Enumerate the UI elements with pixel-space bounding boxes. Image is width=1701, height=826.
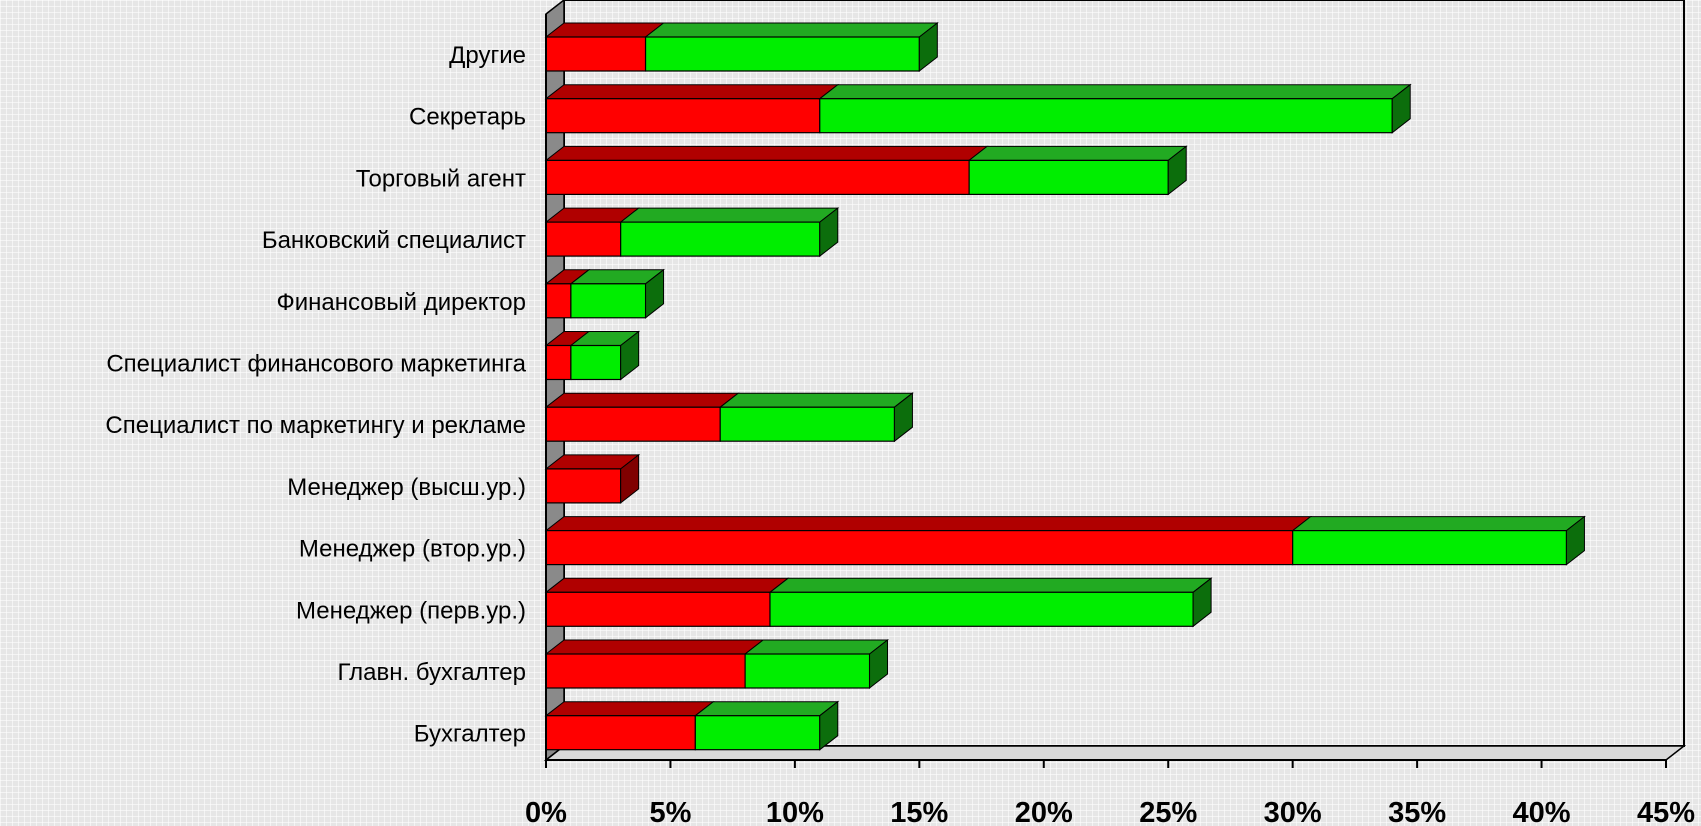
x-tick-label: 20%: [1015, 797, 1073, 826]
bar-segment: [1292, 529, 1568, 566]
bar-top: [544, 701, 715, 717]
x-tick-label: 30%: [1264, 797, 1322, 826]
bar-side: [645, 268, 665, 319]
category-label: Главн. бухгалтер: [337, 659, 526, 686]
bar-segment: [545, 406, 721, 442]
bar-segment: [545, 344, 572, 381]
bar-side: [620, 453, 640, 504]
bar-side: [1565, 515, 1585, 566]
bar-top: [619, 207, 840, 223]
category-label: Другие: [449, 42, 526, 69]
bar-top: [544, 639, 765, 655]
category-label: Торговый агент: [356, 165, 526, 192]
category-label: Секретарь: [409, 104, 526, 131]
category-label: Специалист финансового маркетинга: [106, 351, 526, 378]
x-tick-label: 0%: [525, 797, 567, 826]
category-label: Менеджер (втор.ур.): [299, 536, 526, 563]
bar-top: [743, 639, 890, 655]
category-label: Банковский специалист: [262, 227, 526, 254]
bar-top: [544, 145, 989, 161]
x-tick-label: 25%: [1139, 797, 1197, 826]
bar-segment: [545, 98, 821, 134]
bar-segment: [545, 283, 572, 319]
bar-side: [918, 21, 938, 73]
x-tick-label: 40%: [1513, 797, 1571, 826]
bar-side: [819, 700, 839, 751]
bar-segment: [570, 344, 622, 381]
bar-top: [967, 145, 1188, 161]
bar-side: [1391, 83, 1411, 134]
bar-side: [869, 638, 889, 690]
bar-segment: [545, 36, 647, 72]
bar-segment: [819, 98, 1393, 134]
x-tick-label: 35%: [1388, 797, 1446, 826]
bar-segment: [744, 653, 871, 689]
bar-top: [1291, 516, 1586, 532]
bar-top: [544, 516, 1313, 532]
category-label: Финансовый директор: [277, 289, 527, 316]
bar-segment: [769, 591, 1194, 627]
bar-segment: [570, 283, 647, 319]
bar-top: [818, 84, 1412, 100]
bar-top: [718, 392, 914, 408]
bar-top: [544, 392, 740, 408]
bar-segment: [545, 529, 1294, 566]
bar-top: [544, 577, 790, 593]
bar-side: [1167, 145, 1187, 196]
category-label: Специалист по маркетингу и рекламе: [105, 412, 526, 439]
bar-side: [819, 207, 839, 258]
bar-side: [1192, 577, 1212, 628]
bar-top: [693, 701, 840, 717]
bar-segment: [545, 468, 622, 504]
bar-side: [620, 330, 640, 381]
bar-segment: [694, 715, 821, 751]
bar-segment: [620, 221, 821, 257]
category-label: Бухгалтер: [414, 721, 526, 748]
category-label: Менеджер (перв.ур.): [296, 597, 526, 624]
bar-segment: [545, 159, 970, 195]
bar-segment: [545, 591, 771, 627]
x-tick-label: 5%: [649, 797, 691, 826]
x-tick-label: 15%: [890, 797, 948, 826]
bar-top: [644, 22, 939, 38]
bar-segment: [545, 221, 622, 257]
bar-segment: [968, 159, 1169, 195]
bar-top: [768, 577, 1213, 593]
bar-top: [544, 22, 666, 38]
bar-side: [893, 392, 913, 443]
bar-segment: [545, 653, 746, 689]
x-tick-label: 10%: [766, 797, 824, 826]
bar-segment: [719, 406, 896, 442]
x-tick-label: 45%: [1637, 797, 1695, 826]
bar-top: [544, 84, 840, 100]
category-label: Менеджер (высш.ур.): [287, 474, 526, 501]
bar-segment: [644, 36, 920, 72]
bar-segment: [545, 715, 696, 751]
